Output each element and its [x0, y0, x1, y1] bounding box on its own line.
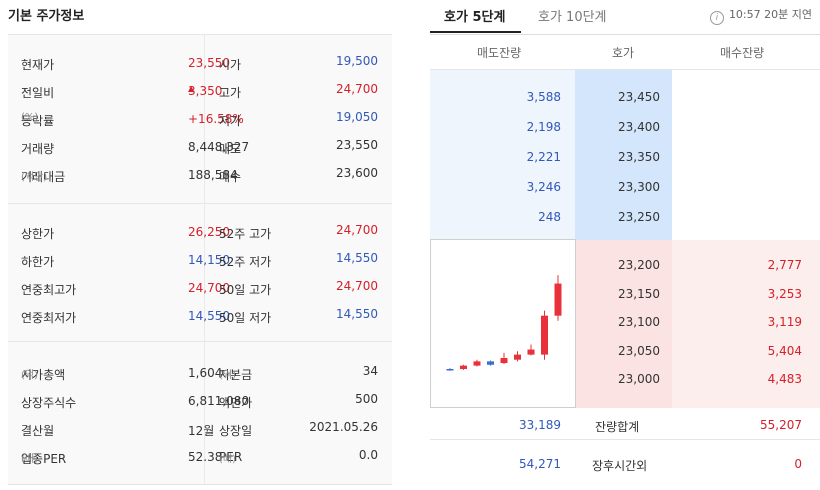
- tab-orderbook-5[interactable]: 호가 5단계: [444, 10, 506, 25]
- info-value: 0.0: [358, 448, 378, 462]
- ask-price[interactable]: 23,400: [618, 120, 660, 134]
- total-sell-qty: 33,189: [519, 418, 561, 432]
- bid-qty: 3,119: [767, 315, 802, 329]
- info-value: 24,700: [336, 279, 378, 293]
- after-sell-qty: 54,271: [519, 457, 561, 471]
- range-block: 상한가 26,250 52주 고가 24,700 하한가 14,150 52주 저가 14,5…: [8, 203, 392, 342]
- candle-body: [460, 365, 467, 369]
- info-value: 24,700: [336, 82, 378, 96]
- ask-qty: 2,198: [526, 120, 561, 134]
- total-buy-qty: 55,207: [760, 418, 802, 432]
- bid-qty: 3,253: [767, 286, 802, 301]
- info-row: 하한가 14,150 52주 저가 14,550: [21, 251, 378, 269]
- info-row: 결산월 12월 상장일 2021.05.26: [21, 420, 378, 438]
- after-buy-qty: 0: [794, 457, 802, 471]
- total-label: 잔량합계: [595, 420, 640, 434]
- info-value: 14,550: [336, 251, 378, 265]
- candle-body: [554, 283, 562, 316]
- header-sell-qty: 매도잔량: [477, 46, 522, 60]
- orderbook-header: 매도잔량 호가 매수잔량: [430, 34, 820, 70]
- ask-qty-area: [430, 70, 575, 240]
- column-divider: [204, 35, 205, 204]
- candle-body: [446, 369, 454, 371]
- after-label: 장후시간외: [592, 459, 648, 473]
- delay-text: 20분 지연: [764, 8, 812, 21]
- mini-candle-chart: [430, 239, 576, 408]
- bid-price[interactable]: 23,150: [618, 286, 660, 301]
- delay-time: 10:57: [728, 8, 761, 21]
- tab-orderbook-10[interactable]: 호가 10단계: [538, 10, 607, 25]
- info-value: 23,550: [336, 138, 378, 152]
- info-value: 14,550: [336, 307, 378, 321]
- info-value: 24,700: [336, 223, 378, 237]
- candle-body: [473, 361, 481, 366]
- bid-qty: 2,777: [767, 258, 802, 272]
- delay-info: i 10:57 20분 지연: [709, 6, 812, 25]
- info-row: 상장주식수 6,811,080 액면가 500: [21, 392, 378, 410]
- info-row: 연중최고가 24,700 50일 고가 24,700: [21, 279, 378, 297]
- section-title: 기본 주가정보: [8, 9, 85, 24]
- ask-qty: 2,221: [526, 150, 561, 164]
- info-row: 전일비 ▲ 3,350 고가 24,700: [21, 82, 378, 100]
- info-row: 업종PER (배) 52.38 PER (배) 0.0: [21, 448, 378, 466]
- basic-stock-info: 기본 주가정보 현재가 23,550 시가 19,500 전일비 ▲ 3,350 고가 24,7…: [0, 0, 392, 490]
- ask-qty: 248: [538, 210, 561, 224]
- mini-chart-svg: [446, 275, 562, 371]
- column-divider: [204, 204, 205, 342]
- bid-price[interactable]: 23,200: [618, 258, 660, 272]
- bid-price[interactable]: 23,000: [618, 372, 660, 386]
- info-row: 거래량 8,448,327 매도 23,550: [21, 138, 378, 156]
- bid-qty: 4,483: [767, 372, 802, 386]
- info-row: 연중최저가 14,550 50일 저가 14,550: [21, 307, 378, 325]
- up-arrow-icon: ▲: [188, 84, 195, 93]
- info-value: 19,050: [336, 110, 378, 124]
- ask-qty: 3,588: [526, 90, 561, 104]
- after-hours-row: 54,271 장후시간외 0: [430, 449, 820, 479]
- candle-body: [487, 361, 494, 365]
- info-value: 500: [355, 392, 378, 406]
- bid-price-area: [575, 240, 672, 408]
- company-block: 시가총액 (억) 1,604 자본금 (억) 34 상장주식수 6,811,080 액면가 500…: [8, 341, 392, 485]
- ask-price[interactable]: 23,450: [618, 90, 660, 104]
- ask-qty: 3,246: [526, 180, 561, 194]
- bid-qty: 5,404: [767, 343, 802, 358]
- info-row: 현재가 23,550 시가 19,500: [21, 54, 378, 72]
- bid-price[interactable]: 23,100: [618, 315, 660, 329]
- bid-price[interactable]: 23,050: [618, 343, 660, 358]
- column-divider: [204, 342, 205, 484]
- info-value: 2021.05.26: [309, 420, 378, 434]
- header-price: 호가: [612, 46, 635, 60]
- candle-body: [500, 358, 508, 364]
- header-buy-qty: 매수잔량: [720, 46, 765, 60]
- active-tab-indicator: [430, 31, 521, 33]
- info-row: 거래대금 (백만) 188,584 매수 23,600: [21, 166, 378, 184]
- ask-price[interactable]: 23,350: [618, 150, 660, 164]
- orderbook-panel: 호가 5단계 호가 10단계 i 10:57 20분 지연 매도잔량 호가 매수잔…: [430, 0, 820, 490]
- ask-price-area: [575, 70, 672, 240]
- info-icon[interactable]: i: [709, 11, 724, 25]
- price-block: 현재가 23,550 시가 19,500 전일비 ▲ 3,350 고가 24,700 등락률 (%)…: [8, 34, 392, 204]
- bid-qty-area: [672, 240, 820, 408]
- candle-body: [514, 354, 521, 360]
- candle-body: [527, 349, 535, 355]
- ask-price[interactable]: 23,300: [618, 180, 660, 194]
- info-value: 23,600: [336, 166, 378, 180]
- info-value: 34: [362, 364, 378, 378]
- info-row: 시가총액 (억) 1,604 자본금 (억) 34: [21, 364, 378, 382]
- info-value: 19,500: [336, 54, 378, 68]
- candle-body: [541, 315, 548, 355]
- info-row: 등락률 (%) +16.58% 저가 19,050: [21, 110, 378, 128]
- total-row: 33,189 잔량합계 55,207: [430, 410, 820, 440]
- ask-price[interactable]: 23,250: [618, 210, 660, 224]
- info-row: 상한가 26,250 52주 고가 24,700: [21, 223, 378, 241]
